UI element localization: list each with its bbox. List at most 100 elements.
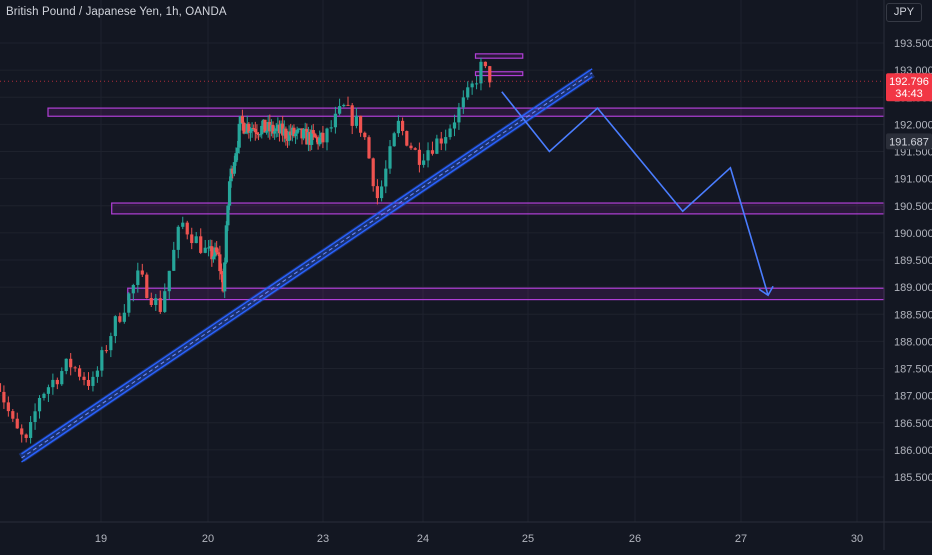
- candle-body: [314, 137, 319, 139]
- candle-body: [163, 291, 167, 312]
- reference-price-tag: [886, 133, 932, 150]
- trendline-middle: [21, 72, 593, 459]
- candle-body: [284, 128, 288, 139]
- candle-body: [37, 397, 42, 412]
- trendline-lower: [21, 76, 593, 463]
- candle-body: [290, 127, 294, 136]
- projection-line: [501, 91, 769, 296]
- time-tick-label: 19: [95, 533, 107, 545]
- candle-body: [457, 107, 461, 123]
- candle-body: [321, 132, 325, 143]
- candle-body: [260, 125, 264, 135]
- zone-rectangle[interactable]: [474, 53, 524, 59]
- candle-body: [234, 153, 238, 163]
- candle-body: [219, 271, 224, 275]
- candle-body: [252, 128, 256, 130]
- price-tick-label: 193.500: [894, 38, 932, 50]
- candle-body: [319, 132, 323, 138]
- candle-body: [371, 158, 375, 187]
- candle-body: [247, 123, 251, 133]
- candle-body: [273, 131, 277, 134]
- zone-rectangle[interactable]: [47, 107, 885, 117]
- time-tick-label: 24: [417, 533, 429, 545]
- candle-body: [293, 133, 298, 137]
- candle-body: [190, 234, 194, 244]
- candle-body: [316, 137, 320, 145]
- candle-body: [213, 247, 217, 257]
- candle-body: [239, 115, 243, 124]
- candle-body: [444, 137, 448, 144]
- candle-body: [253, 128, 257, 133]
- candle-body: [313, 133, 317, 138]
- candle-body: [131, 284, 135, 294]
- candle-body: [145, 274, 149, 298]
- candle-body: [248, 131, 253, 133]
- candle-body: [24, 434, 28, 438]
- candle-body: [276, 124, 280, 129]
- candle-body: [46, 387, 51, 394]
- candle-body: [223, 262, 227, 292]
- projection-path[interactable]: [501, 91, 774, 297]
- candle-body: [256, 134, 261, 136]
- candle-body: [194, 236, 198, 244]
- candle-body: [430, 150, 435, 154]
- zone-rectangle[interactable]: [474, 71, 524, 77]
- candle-body: [308, 132, 312, 145]
- candle-body: [318, 137, 322, 145]
- candle-body: [479, 61, 483, 84]
- candle-body: [426, 150, 430, 161]
- candle-body: [282, 128, 286, 136]
- candle-body: [269, 124, 274, 132]
- candle-body: [285, 138, 290, 141]
- candle-body: [363, 132, 367, 138]
- candle-body: [64, 358, 68, 372]
- candle-body: [350, 105, 354, 126]
- candle-body: [0, 383, 2, 392]
- candles: [0, 57, 492, 444]
- candle-body: [232, 162, 236, 174]
- candle-body: [435, 138, 439, 154]
- time-tick-label: 23: [317, 533, 329, 545]
- candle-body: [401, 120, 405, 132]
- candle-body: [218, 254, 222, 272]
- candle-body: [226, 205, 230, 226]
- candle-body: [325, 128, 329, 143]
- candle-body: [474, 83, 479, 85]
- trendline-channel[interactable]: [18, 68, 595, 463]
- candle-body: [122, 312, 126, 322]
- symbol-title[interactable]: British Pound / Japanese Yen, 1h, OANDA: [6, 6, 227, 18]
- candle-body: [221, 274, 225, 292]
- candle-body: [264, 131, 269, 133]
- price-tick-label: 188.500: [894, 309, 932, 321]
- grid: [0, 0, 884, 522]
- candle-body: [354, 115, 358, 126]
- candle-body: [388, 146, 392, 169]
- candle-body: [274, 128, 278, 132]
- candle-body: [302, 129, 306, 139]
- candle-body: [181, 222, 185, 227]
- candle-body: [176, 226, 180, 250]
- candle-body: [82, 376, 86, 380]
- candle-body: [77, 368, 82, 377]
- candle-body: [342, 104, 346, 107]
- candle-body: [292, 127, 296, 137]
- candle-body: [95, 370, 99, 377]
- candle-body: [297, 128, 301, 130]
- candle-body: [266, 122, 270, 132]
- reference-price-value: 191.687: [889, 136, 929, 148]
- price-tick-label: 189.500: [894, 255, 932, 267]
- currency-button[interactable]: JPY: [886, 3, 922, 22]
- candle-body: [375, 186, 379, 199]
- candle-body: [396, 120, 400, 134]
- candle-body: [55, 379, 59, 385]
- candle-body: [470, 83, 474, 88]
- candle-body: [405, 131, 409, 146]
- candle-body: [488, 66, 492, 83]
- candle-body: [384, 168, 388, 187]
- candle-body: [271, 124, 275, 134]
- candle-body: [199, 236, 203, 253]
- candle-body: [42, 393, 46, 398]
